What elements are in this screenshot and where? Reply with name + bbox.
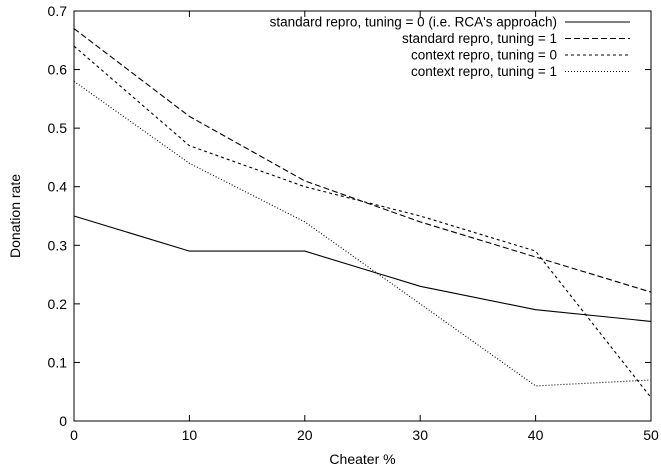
legend: standard repro, tuning = 0 (i.e. RCA's a…	[270, 15, 630, 79]
y-axis-label: Donation rate	[7, 174, 23, 258]
y-tick-label: 0.3	[48, 237, 68, 253]
series-line-3	[73, 45, 652, 398]
x-tick-label: 30	[412, 427, 428, 443]
y-tick-label: 0.2	[48, 296, 68, 312]
series-line-4	[73, 80, 652, 387]
axis-ticks: 0 10 20 30 40 50 0 0.1 0.2 0.3 0.4 0.5 0.6 0.7	[48, 3, 659, 443]
y-tick-label: 0.4	[48, 179, 68, 195]
x-tick-label: 40	[528, 427, 544, 443]
series-line-1	[73, 215, 652, 322]
series-lines	[73, 28, 652, 398]
y-tick-label: 0.6	[48, 62, 68, 78]
y-tick-label: 0	[59, 413, 67, 429]
y-tick-label: 0.1	[48, 354, 68, 370]
plot-frame	[73, 10, 652, 422]
x-tick-label: 20	[297, 427, 313, 443]
legend-label: context repro, tuning = 1	[411, 64, 557, 79]
legend-label: standard repro, tuning = 0 (i.e. RCA's a…	[270, 15, 557, 30]
y-tick-label: 0.7	[48, 3, 68, 19]
series-line-2	[73, 28, 652, 293]
x-tick-label: 10	[182, 427, 198, 443]
x-axis-label: Cheater %	[329, 451, 395, 467]
x-tick-label: 0	[70, 427, 78, 443]
y-tick-label: 0.5	[48, 120, 68, 136]
legend-label: context repro, tuning = 0	[411, 48, 557, 63]
legend-label: standard repro, tuning = 1	[402, 31, 557, 46]
x-tick-label: 50	[643, 427, 659, 443]
